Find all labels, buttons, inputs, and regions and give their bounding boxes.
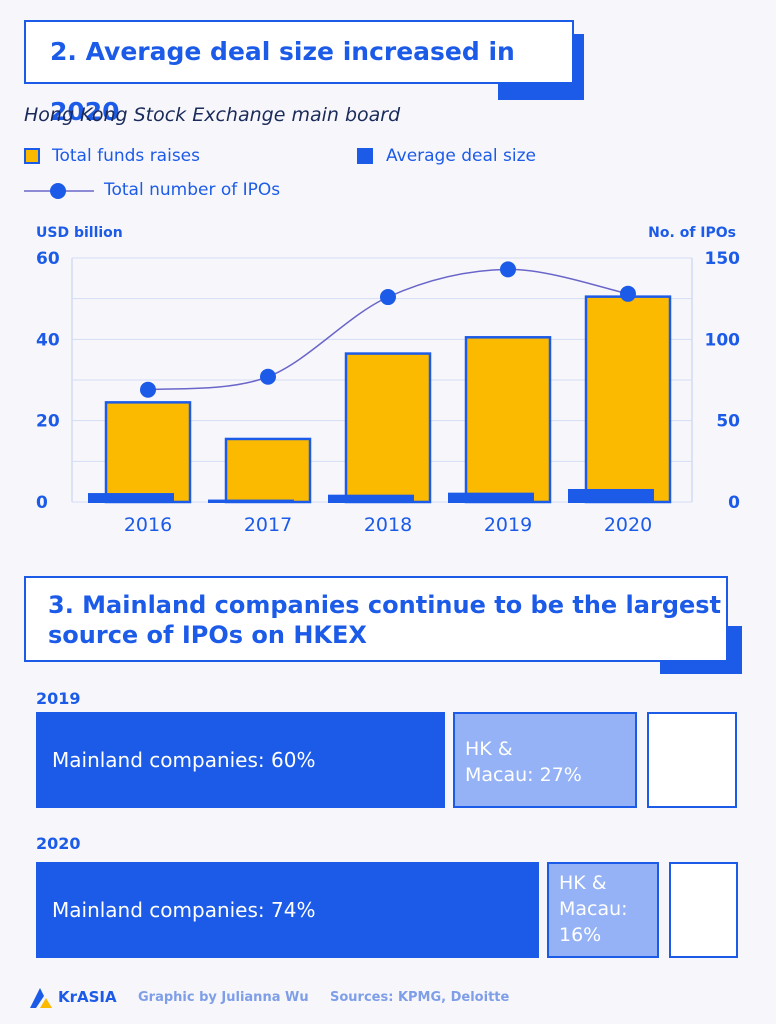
hk-macau-segment: HK & Macau: 27% xyxy=(453,712,637,808)
y-axis-title: USD billion xyxy=(36,225,123,241)
hk-label-line3: 16% xyxy=(559,924,602,946)
legend-swatch-funds xyxy=(24,148,40,164)
funds-bar xyxy=(584,295,672,504)
y2-axis-title: No. of IPOs xyxy=(648,225,736,241)
graphic-credit: Graphic by Julianna Wu xyxy=(138,990,309,1005)
hk-label-line1: HK & xyxy=(559,872,607,894)
avg-deal-bar xyxy=(448,492,534,503)
funds-bar xyxy=(104,401,192,504)
segment-gap xyxy=(659,862,669,958)
hk-macau-segment: HK & Macau: 16% xyxy=(547,862,659,958)
title-line-1: 3. Mainland companies continue to be the… xyxy=(48,591,722,619)
avg-deal-bar xyxy=(568,488,654,503)
x-tick-label: 2018 xyxy=(364,514,412,536)
legend-line-icon xyxy=(24,183,94,199)
legend-label-ipos: Total number of IPOs xyxy=(104,180,281,200)
avg-deal-bar xyxy=(88,493,174,503)
chart-subtitle: Hong Kong Stock Exchange main board xyxy=(24,104,401,126)
section-title-deal-size: 2. Average deal size increased in 2020 xyxy=(24,20,574,126)
x-tick-label: 2019 xyxy=(484,514,532,536)
section-title-mainland: 3. Mainland companies continue to be the… xyxy=(24,576,728,662)
y-tick-label: 60 xyxy=(36,249,60,269)
share-bar-2019: Mainland companies: 60% HK & Macau: 27% xyxy=(36,712,738,808)
ipo-count-point xyxy=(140,381,156,398)
other-segment xyxy=(647,712,737,808)
sources-credit: Sources: KPMG, Deloitte xyxy=(330,990,510,1005)
x-tick-label: 2017 xyxy=(244,514,292,536)
x-tick-label: 2020 xyxy=(604,514,652,536)
hk-label-line2: Macau: 27% xyxy=(465,764,582,786)
krasia-logo-text: KrASIA xyxy=(58,988,117,1006)
ipo-count-point xyxy=(500,261,516,278)
y-tick-label: 0 xyxy=(36,493,48,513)
x-tick-label: 2016 xyxy=(124,514,172,536)
mainland-label: Mainland companies: 74% xyxy=(52,898,316,922)
legend-label-avg: Average deal size xyxy=(386,146,536,166)
mainland-segment: Mainland companies: 74% xyxy=(36,862,539,958)
funds-bar xyxy=(344,352,432,504)
funds-bar xyxy=(224,437,312,504)
share-bar-2020: Mainland companies: 74% HK & Macau: 16% xyxy=(36,862,738,958)
title-line-2: source of IPOs on HKEX xyxy=(48,621,367,649)
mainland-label: Mainland companies: 60% xyxy=(52,748,316,772)
y2-tick-label: 150 xyxy=(705,249,741,269)
hk-label-line1: HK & xyxy=(465,738,513,760)
segment-gap xyxy=(445,712,453,808)
other-segment xyxy=(669,862,738,958)
avg-deal-bar xyxy=(208,499,294,503)
segment-gap xyxy=(637,712,647,808)
y2-tick-label: 50 xyxy=(716,412,740,432)
y-tick-label: 40 xyxy=(36,330,60,350)
y2-tick-label: 100 xyxy=(705,330,741,350)
y2-tick-label: 0 xyxy=(728,493,740,513)
deal-size-chart: USD billion No. of IPOs 0 20 40 60 0 50 100 150 20… xyxy=(36,225,741,536)
legend-label-funds: Total funds raises xyxy=(52,146,200,166)
hk-label-line2: Macau: xyxy=(559,898,628,920)
avg-deal-bar xyxy=(328,494,414,503)
y-tick-label: 20 xyxy=(36,412,60,432)
funds-bar xyxy=(464,336,552,504)
ipo-count-point xyxy=(260,368,276,385)
year-label-2020: 2020 xyxy=(36,834,81,853)
mainland-segment: Mainland companies: 60% xyxy=(36,712,445,808)
ipo-count-point xyxy=(380,289,396,306)
ipo-count-point xyxy=(620,285,636,302)
segment-gap xyxy=(539,862,547,958)
year-label-2019: 2019 xyxy=(36,689,81,708)
krasia-logo-icon xyxy=(30,988,52,1008)
legend-swatch-avg xyxy=(357,148,373,164)
